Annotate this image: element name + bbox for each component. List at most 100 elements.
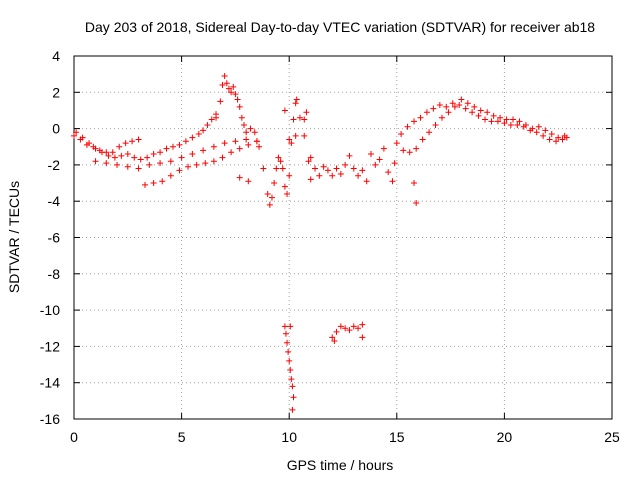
data-point [404, 123, 411, 130]
data-point [477, 107, 484, 114]
data-point [131, 154, 138, 161]
data-point [411, 118, 418, 125]
data-point [234, 96, 241, 103]
y-tick-label: 4 [52, 48, 60, 64]
data-point [501, 120, 508, 127]
data-point [456, 102, 463, 109]
series-track-e [213, 72, 258, 136]
data-point [146, 161, 153, 168]
data-point [111, 154, 118, 161]
chart-title: Day 203 of 2018, Sidereal Day-to-day VTE… [85, 19, 595, 35]
data-point [316, 172, 323, 179]
data-point [210, 143, 217, 150]
data-point [350, 165, 357, 172]
data-point [178, 154, 185, 161]
data-point [86, 140, 93, 147]
data-point [548, 131, 555, 138]
data-point [289, 383, 296, 390]
data-point [288, 140, 295, 147]
data-point [284, 339, 291, 346]
data-point [157, 149, 164, 156]
data-marks [71, 72, 570, 413]
data-point [157, 160, 164, 167]
data-point [204, 121, 211, 128]
data-point [417, 114, 424, 121]
data-point [497, 114, 504, 121]
data-point [376, 156, 383, 163]
data-point [367, 151, 374, 158]
data-point [475, 112, 482, 119]
data-point [189, 134, 196, 141]
data-point [342, 325, 349, 332]
data-point [182, 138, 189, 145]
data-point [243, 136, 250, 143]
data-point [286, 172, 293, 179]
data-point [484, 109, 491, 116]
data-point [355, 325, 362, 332]
data-point [406, 149, 413, 156]
data-point [210, 158, 217, 165]
data-point [71, 132, 77, 139]
data-point [253, 138, 260, 145]
data-point [245, 178, 252, 185]
data-point [228, 149, 235, 156]
data-point [200, 147, 207, 154]
data-point [223, 80, 230, 87]
data-point [213, 111, 220, 118]
x-tick-label: 20 [497, 429, 513, 445]
data-point [73, 129, 80, 136]
data-point [426, 129, 433, 136]
series-track-d [142, 138, 260, 188]
data-point [92, 158, 99, 165]
x-tick-label: 10 [281, 429, 297, 445]
series-track-g [307, 145, 396, 185]
data-point [507, 121, 514, 128]
data-point [391, 160, 398, 167]
data-point [238, 114, 245, 121]
data-point [167, 158, 174, 165]
data-point [307, 154, 314, 161]
data-point [281, 107, 288, 114]
data-point [103, 160, 110, 167]
y-axis-label: SDTVAR / TECUs [6, 181, 22, 293]
data-point [135, 165, 142, 172]
data-point [346, 327, 353, 334]
series-track-f [256, 96, 314, 208]
data-point [243, 129, 250, 136]
data-point [350, 323, 357, 330]
data-point [451, 103, 458, 110]
data-point [553, 138, 560, 145]
data-point [285, 348, 292, 355]
data-point [221, 72, 228, 79]
data-point [301, 116, 308, 123]
data-point [169, 143, 176, 150]
data-point [118, 152, 125, 159]
data-point [241, 121, 248, 128]
data-point [359, 321, 366, 328]
data-point [301, 132, 308, 139]
data-point [533, 129, 540, 136]
series-track-b [73, 114, 220, 163]
data-point [430, 105, 437, 112]
x-tick-label: 15 [389, 429, 405, 445]
data-point [337, 323, 344, 330]
data-point [236, 174, 243, 181]
data-point [400, 147, 407, 154]
data-point [423, 109, 430, 116]
data-point [277, 158, 284, 165]
data-point [79, 134, 86, 141]
series-track-h [393, 96, 568, 156]
data-point [264, 190, 271, 197]
data-point [329, 172, 336, 179]
y-tick-label: -12 [40, 338, 60, 354]
data-point [372, 161, 379, 168]
data-point [92, 145, 99, 152]
data-point [159, 178, 166, 185]
data-point [124, 163, 131, 170]
data-point [559, 136, 566, 143]
data-point [293, 96, 300, 103]
series-track-c [92, 136, 260, 172]
data-point [150, 180, 157, 187]
data-point [279, 165, 286, 172]
